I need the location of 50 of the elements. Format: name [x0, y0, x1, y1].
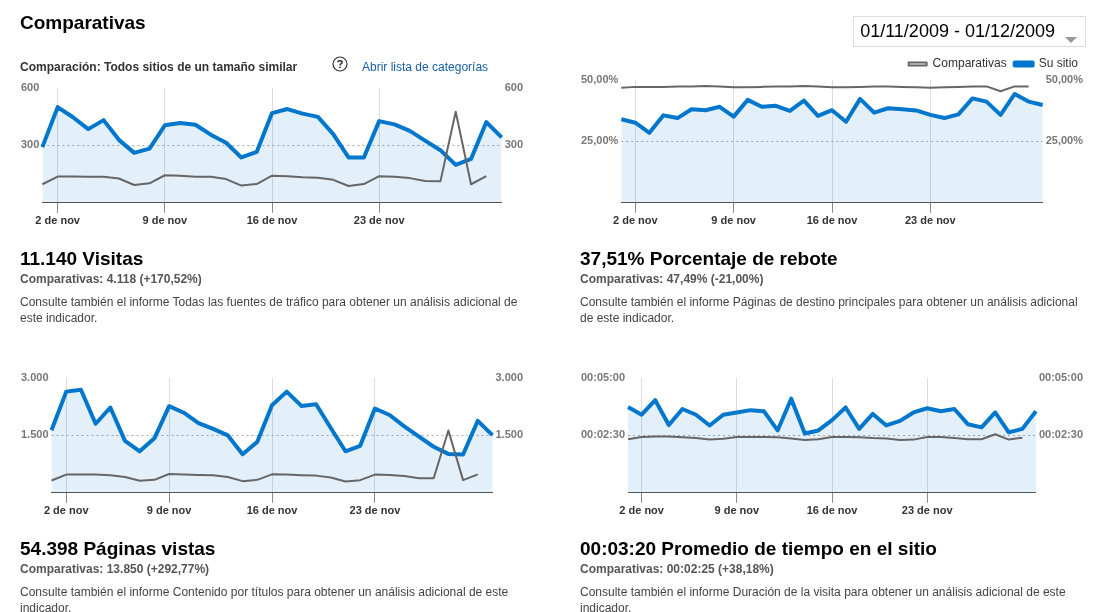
x-tick-label: 9 de nov — [714, 504, 761, 517]
x-tick-label: 23 de nov — [349, 504, 402, 517]
x-tick-label: 23 de nov — [353, 214, 406, 227]
y-tick-label: 600 — [20, 81, 40, 94]
y2-tick-label: 25,00% — [1045, 134, 1084, 147]
y-tick-label: 00:02:30 — [580, 428, 626, 441]
x-tick-label: 16 de nov — [246, 214, 299, 227]
x-tick-label: 23 de nov — [901, 504, 954, 517]
text: Comparativas — [20, 12, 146, 34]
text: 37,51% Porcentaje de rebote — [580, 248, 839, 270]
x-tick-label: 2 de nov — [613, 214, 659, 227]
y-tick-label: 300 — [20, 138, 40, 151]
text: 11.140 Visitas — [20, 248, 145, 270]
text: Consulte también el informe Contenido por títulos para obtener un análisis adicional de este indicador. — [20, 584, 510, 612]
x-tick-label: 16 de nov — [806, 504, 859, 517]
y-tick-label: 00:05:00 — [580, 371, 626, 384]
y2-tick-label: 300 — [504, 138, 524, 151]
y2-tick-label: 00:02:30 — [1038, 428, 1084, 441]
y-tick-label: 50,00% — [581, 73, 619, 86]
y-tick-label: 1.500 — [21, 428, 49, 441]
text: 54.398 Páginas vistas — [20, 538, 217, 560]
y2-tick-label: 600 — [504, 81, 524, 94]
text: Consulte también el informe Páginas de destino principales para obtener un análisis adicional de este indicador. — [580, 294, 1079, 326]
y2-tick-label: 50,00% — [1045, 73, 1084, 86]
x-tick-label: 9 de nov — [711, 214, 757, 227]
x-tick-label: 9 de nov — [146, 504, 193, 517]
y2-tick-label: 3.000 — [495, 371, 523, 384]
x-tick-label: 23 de nov — [904, 214, 957, 227]
x-tick-label: 2 de nov — [43, 504, 90, 517]
x-tick-label: 9 de nov — [142, 214, 189, 227]
legend-label: Comparativas — [932, 56, 1007, 71]
text: Comparativas: 47,49% (-21,00%) — [580, 272, 765, 286]
text: Comparación: Todos sitios de un tamaño similar — [20, 60, 298, 74]
y-tick-label: 3.000 — [21, 371, 49, 384]
y2-tick-label: 1.500 — [495, 428, 523, 441]
text: Comparativas: 00:02:25 (+38,18%) — [580, 562, 775, 576]
text: 01/11/2009 - 01/12/2009 — [853, 16, 1086, 47]
y2-tick-label: 00:05:00 — [1038, 371, 1084, 384]
x-tick-label: 2 de nov — [619, 504, 665, 517]
x-tick-label: 2 de nov — [35, 214, 81, 227]
text: Comparativas: 13.850 (+292,77%) — [20, 562, 211, 576]
text: Consulte también el informe Todas las fuentes de tráfico para obtener un análisis adicional de este indicador. — [20, 294, 519, 326]
text: Comparativas: 4.118 (+170,52%) — [20, 272, 203, 286]
text: Abrir lista de categorías — [362, 60, 489, 74]
text: 00:03:20 Promedio de tiempo en el sitio — [580, 538, 938, 560]
y-tick-label: 25,00% — [581, 134, 619, 147]
text: Consulte también el informe Duración de la visita para obtener un análisis adicional de este indicador. — [580, 584, 1067, 612]
x-tick-label: 16 de nov — [246, 504, 299, 517]
legend-label: Su sitio — [1038, 56, 1079, 71]
x-tick-label: 16 de nov — [806, 214, 859, 227]
